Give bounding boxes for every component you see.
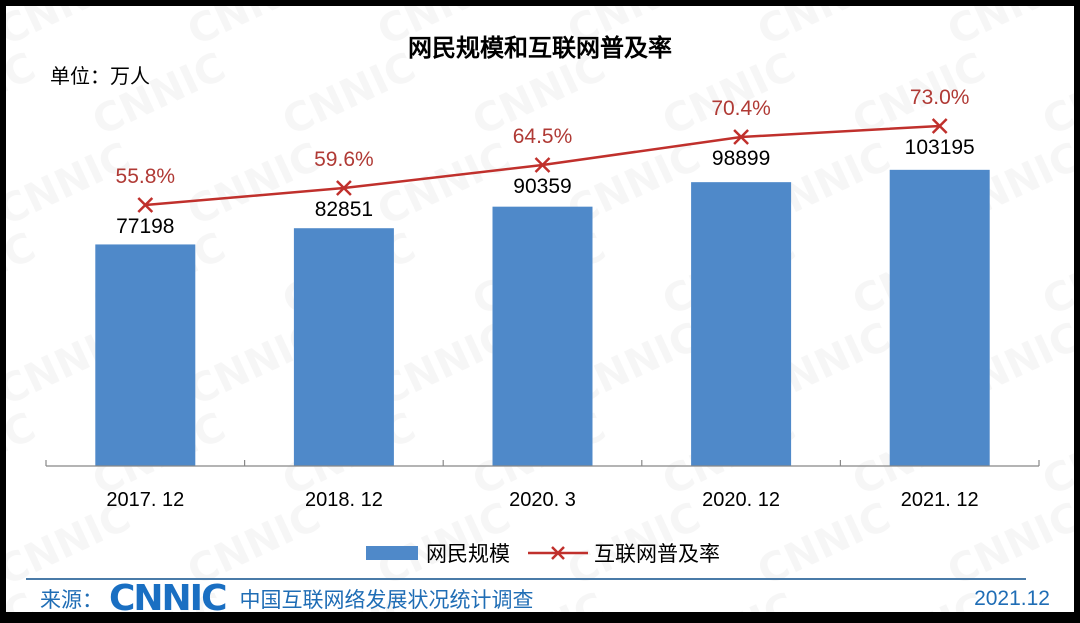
rate-value-label: 73.0% [910, 86, 970, 109]
bar-3 [691, 182, 792, 467]
rate-value-label: 59.6% [314, 148, 374, 171]
legend-bar-swatch-icon [366, 546, 418, 560]
x-tick-label: 2021. 12 [901, 489, 979, 511]
data-labels: 77198 55.8% 82851 59.6% 90359 64.5% 98899 70.4%… [116, 86, 975, 238]
bar-series [95, 169, 990, 467]
legend-bar-label: 网民规模 [426, 542, 510, 566]
x-marker-icon [336, 180, 352, 196]
footer-divider [26, 578, 1026, 580]
report-date: 2021.12 [974, 587, 1050, 610]
chart-frame: CNNIC CNNIC CNNIC CNNIC CNNIC CNNIC CNNIC CNNIC… [6, 6, 1074, 612]
legend-item-bar: 网民规模 [366, 538, 510, 568]
rate-value-label: 55.8% [116, 165, 176, 188]
x-marker-icon [733, 129, 749, 145]
svg-text:CNNIC: CNNIC [6, 584, 43, 612]
x-tick-label: 2020. 12 [702, 489, 780, 511]
footer: 来源： CNNIC 中国互联网络发展状况统计调查 2021.12 [40, 578, 1050, 613]
cnnic-logo: CNNIC [109, 578, 227, 613]
line-series [137, 118, 948, 213]
rate-value-label: 64.5% [513, 125, 573, 148]
x-axis: 2017. 12 2018. 12 2020. 3 2020. 12 2021. 12 [45, 460, 1040, 511]
bar-2 [492, 206, 593, 466]
bar-value-label: 98899 [712, 147, 770, 170]
x-tick-label: 2018. 12 [305, 489, 383, 511]
survey-name: 中国互联网络发展状况统计调查 [239, 588, 534, 612]
legend-line-label: 互联网普及率 [594, 542, 720, 566]
x-marker-icon [534, 157, 551, 173]
bar-value-label: 82851 [315, 198, 373, 221]
legend-line-x-marker-icon [528, 546, 588, 560]
rate-value-label: 70.4% [711, 97, 771, 120]
chart-title: 网民规模和互联网普及率 [408, 34, 672, 62]
bar-value-label: 77198 [116, 215, 174, 238]
bar-value-label: 103195 [905, 136, 975, 159]
x-marker-icon [137, 197, 154, 213]
bar-value-label: 90359 [513, 175, 571, 198]
bar-0 [95, 244, 196, 466]
x-marker-icon [931, 118, 948, 134]
source-label: 来源： [40, 588, 103, 612]
bar-1 [293, 228, 394, 466]
legend-item-line: 互联网普及率 [528, 538, 720, 568]
legend: 网民规模 互联网普及率 [366, 538, 738, 568]
chart-plot: 2017. 12 2018. 12 2020. 3 2020. 12 2021. 12 … [45, 86, 1040, 511]
x-tick-label: 2017. 12 [106, 489, 184, 511]
unit-label: 单位：万人 [50, 64, 150, 88]
bar-4 [889, 169, 990, 466]
x-tick-label: 2020. 3 [509, 489, 576, 511]
